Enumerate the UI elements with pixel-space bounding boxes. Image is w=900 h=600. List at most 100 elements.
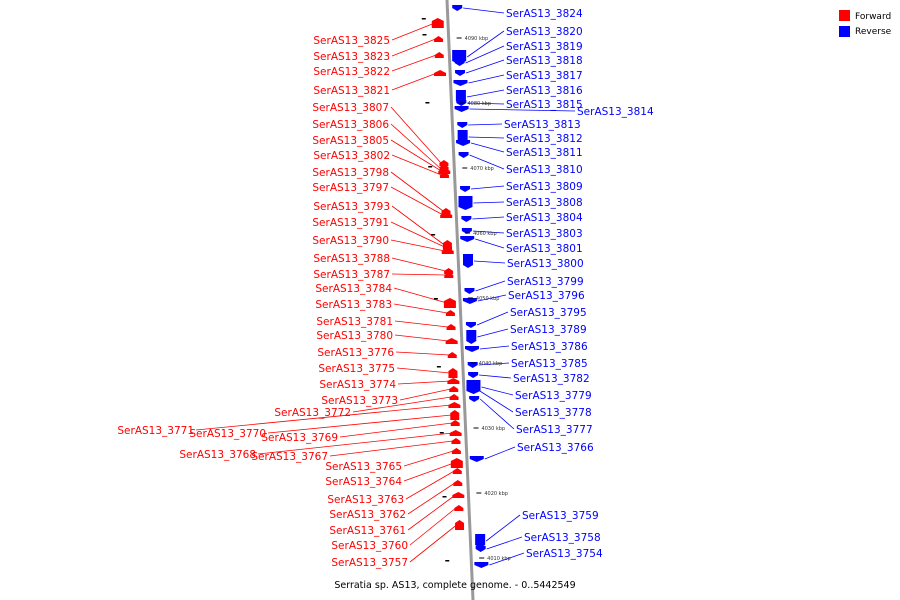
- reverse-gene-SerAS13_3758: [475, 546, 486, 552]
- leader-line-SerAS13_3762: [407, 482, 456, 515]
- gene-label-SerAS13_3788: SerAS13_3788: [313, 253, 390, 265]
- leader-line-SerAS13_3819: [465, 45, 505, 64]
- reverse-gene-SerAS13_3818: [455, 70, 466, 76]
- gene-label-SerAS13_3772: SerAS13_3772: [274, 407, 351, 419]
- gene-label-SerAS13_3793: SerAS13_3793: [313, 201, 390, 213]
- gene-label-SerAS13_3803: SerAS13_3803: [506, 228, 583, 240]
- forward-gene-SerAS13_3763: [452, 468, 462, 474]
- gene-label-SerAS13_3781: SerAS13_3781: [316, 316, 393, 328]
- leader-line-SerAS13_3808: [473, 201, 505, 204]
- tick-label-3: 4060 kbp: [473, 231, 497, 237]
- leader-line-SerAS13_3763: [405, 470, 455, 500]
- reverse-gene-SerAS13_3799: [464, 288, 475, 294]
- leader-line-SerAS13_3820: [466, 30, 505, 58]
- minor-marker-9: [445, 560, 450, 562]
- legend-swatch-reverse: [839, 26, 850, 37]
- gene-label-SerAS13_3810: SerAS13_3810: [506, 164, 583, 176]
- gene-label-SerAS13_3785: SerAS13_3785: [511, 358, 588, 370]
- reverse-gene-SerAS13_3801: [460, 236, 475, 242]
- forward-gene-SerAS13_3784: [443, 298, 456, 308]
- leader-line-SerAS13_3805: [390, 139, 442, 172]
- gene-label-SerAS13_3823: SerAS13_3823: [313, 51, 390, 63]
- reverse-gene-SerAS13_3811: [456, 140, 471, 146]
- leader-line-SerAS13_3813: [468, 123, 503, 126]
- forward-gene-SerAS13_3821: [434, 70, 447, 76]
- leader-line-SerAS13_3801: [475, 238, 505, 249]
- leader-line-SerAS13_3802: [391, 154, 442, 176]
- genome-backbone: [445, 0, 475, 600]
- reverse-gene-SerAS13_3813: [457, 122, 468, 128]
- gene-label-SerAS13_3769: SerAS13_3769: [261, 432, 338, 444]
- leader-line-SerAS13_3798: [390, 171, 444, 212]
- gene-label-SerAS13_3814: SerAS13_3814: [577, 106, 654, 118]
- leader-line-SerAS13_3766: [484, 446, 516, 460]
- forward-gene-SerAS13_3767: [451, 438, 461, 444]
- gene-label-SerAS13_3799: SerAS13_3799: [507, 276, 584, 288]
- leader-line-SerAS13_3818: [465, 59, 505, 74]
- leader-line-SerAS13_3810: [469, 154, 505, 170]
- leader-line-SerAS13_3825: [391, 22, 435, 41]
- gene-label-SerAS13_3779: SerAS13_3779: [515, 390, 592, 402]
- reverse-gene-SerAS13_3800: [463, 254, 474, 268]
- gene-label-SerAS13_3783: SerAS13_3783: [315, 299, 392, 311]
- leader-line-SerAS13_3811: [470, 142, 505, 153]
- forward-gene-SerAS13_3787: [444, 272, 454, 278]
- forward-gene-SerAS13_3773: [449, 386, 459, 392]
- leader-line-SerAS13_3768: [257, 432, 453, 455]
- forward-gene-SerAS13_3783: [445, 310, 455, 316]
- leader-line-SerAS13_3807: [390, 106, 442, 164]
- forward-gene-SerAS13_3798: [441, 208, 451, 214]
- leader-line-SerAS13_3772: [352, 396, 452, 413]
- gene-label-SerAS13_3818: SerAS13_3818: [506, 55, 583, 67]
- forward-gene-SerAS13_3791: [443, 244, 453, 250]
- legend-label-forward: Forward: [855, 12, 891, 22]
- forward-gene-SerAS13_3770: [450, 410, 460, 420]
- leader-line-SerAS13_3812: [468, 136, 505, 139]
- legend-swatch-forward: [839, 10, 850, 21]
- gene-label-SerAS13_3775: SerAS13_3775: [318, 363, 395, 375]
- leader-line-SerAS13_3776: [395, 351, 450, 356]
- gene-label-SerAS13_3784: SerAS13_3784: [315, 283, 392, 295]
- minor-marker-2: [425, 102, 430, 104]
- leader-line-SerAS13_3788: [391, 257, 446, 272]
- gene-label-SerAS13_3815: SerAS13_3815: [506, 99, 583, 111]
- forward-gene-SerAS13_3788: [444, 268, 454, 274]
- gene-label-SerAS13_3812: SerAS13_3812: [506, 133, 583, 145]
- leader-line-SerAS13_3824: [463, 7, 505, 14]
- tick-label-0: 4090 kbp: [465, 36, 489, 42]
- leader-line-SerAS13_3796: [477, 294, 507, 302]
- gene-label-SerAS13_3801: SerAS13_3801: [506, 243, 583, 255]
- minor-marker-0: [421, 18, 426, 20]
- leader-line-SerAS13_3815: [467, 102, 505, 105]
- forward-gene-SerAS13_3825: [431, 18, 444, 28]
- forward-gene-SerAS13_3774: [447, 378, 460, 384]
- legend: Forward Reverse: [839, 10, 892, 37]
- reverse-gene-SerAS13_3754: [474, 562, 489, 568]
- gene-label-SerAS13_3774: SerAS13_3774: [319, 379, 396, 391]
- tick-label-2: 4070 kbp: [470, 166, 494, 172]
- leader-line-SerAS13_3823: [391, 38, 436, 57]
- minor-marker-4: [431, 234, 436, 236]
- gene-label-SerAS13_3800: SerAS13_3800: [507, 258, 584, 270]
- reverse-gene-SerAS13_3786: [464, 346, 479, 352]
- leader-line-SerAS13_3779: [481, 386, 514, 396]
- gene-labels: SerAS13_3825 SerAS13_3823 SerAS13_3822 SerA…: [117, 8, 654, 569]
- forward-gene-SerAS13_3757: [455, 520, 465, 530]
- forward-gene-SerAS13_3769: [450, 420, 460, 426]
- leader-line-SerAS13_3800: [473, 260, 506, 264]
- leader-line-SerAS13_3816: [466, 89, 505, 98]
- leader-line-SerAS13_3786: [479, 345, 510, 350]
- leader-line-SerAS13_3795: [476, 311, 509, 326]
- gene-label-SerAS13_3811: SerAS13_3811: [506, 147, 583, 159]
- leader-line-SerAS13_3771: [195, 404, 452, 431]
- gene-label-SerAS13_3820: SerAS13_3820: [506, 26, 583, 38]
- reverse-gene-SerAS13_3808: [458, 196, 473, 210]
- leader-line-SerAS13_3787: [391, 273, 446, 276]
- leader-line-SerAS13_3770: [267, 414, 452, 434]
- position-ticks: 4090 kbp 4080 kbp 4070 kbp 4060 kbp 4050 kbp…: [421, 18, 511, 562]
- forward-gene-SerAS13_3807: [439, 160, 449, 166]
- reverse-gene-SerAS13_3809: [460, 186, 471, 192]
- leader-line-SerAS13_3777: [479, 398, 515, 430]
- leader-line-SerAS13_3785: [478, 362, 510, 366]
